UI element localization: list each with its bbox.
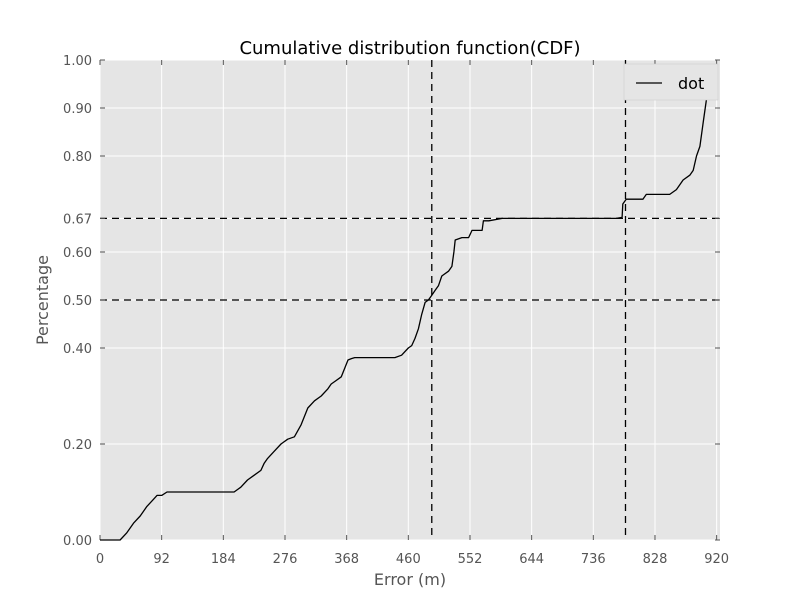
- y-tick-label: 0.90: [63, 102, 92, 117]
- y-tick-label: 0.50: [63, 294, 92, 309]
- series-layer: [100, 64, 716, 541]
- legend-box: [623, 63, 719, 101]
- y-tick-label: 0.60: [63, 246, 92, 261]
- series-line-dot: [100, 64, 716, 541]
- x-tick-label: 736: [581, 552, 606, 567]
- y-tick-label: 0.20: [63, 438, 92, 453]
- x-tick-label: 644: [519, 552, 544, 567]
- y-tick-label: 0.00: [63, 534, 92, 549]
- x-tick-label: 552: [458, 552, 483, 567]
- y-tick-label: 1.00: [63, 54, 92, 69]
- x-axis-label: Error (m): [374, 570, 446, 589]
- x-tick-label: 460: [396, 552, 421, 567]
- x-tick-label: 920: [704, 552, 729, 567]
- legend: dot: [623, 63, 719, 101]
- x-tick-label: 368: [334, 552, 359, 567]
- x-tick-label: 92: [153, 552, 170, 567]
- x-tick-label: 276: [273, 552, 298, 567]
- x-tick-label: 828: [643, 552, 668, 567]
- x-tick-label: 0: [96, 552, 104, 567]
- y-tick-label: 0.40: [63, 342, 92, 357]
- tick-labels: 0 92 184 276 368 460 552 644 736 828 920 0.00 0.20 0.…: [63, 54, 729, 567]
- legend-label-dot: dot: [678, 74, 704, 93]
- y-tick-label: 0.67: [63, 212, 92, 227]
- y-tick-label: 0.80: [63, 150, 92, 165]
- x-tick-label: 184: [211, 552, 236, 567]
- y-axis-label: Percentage: [33, 255, 52, 345]
- chart-title: Cumulative distribution function(CDF): [239, 38, 580, 59]
